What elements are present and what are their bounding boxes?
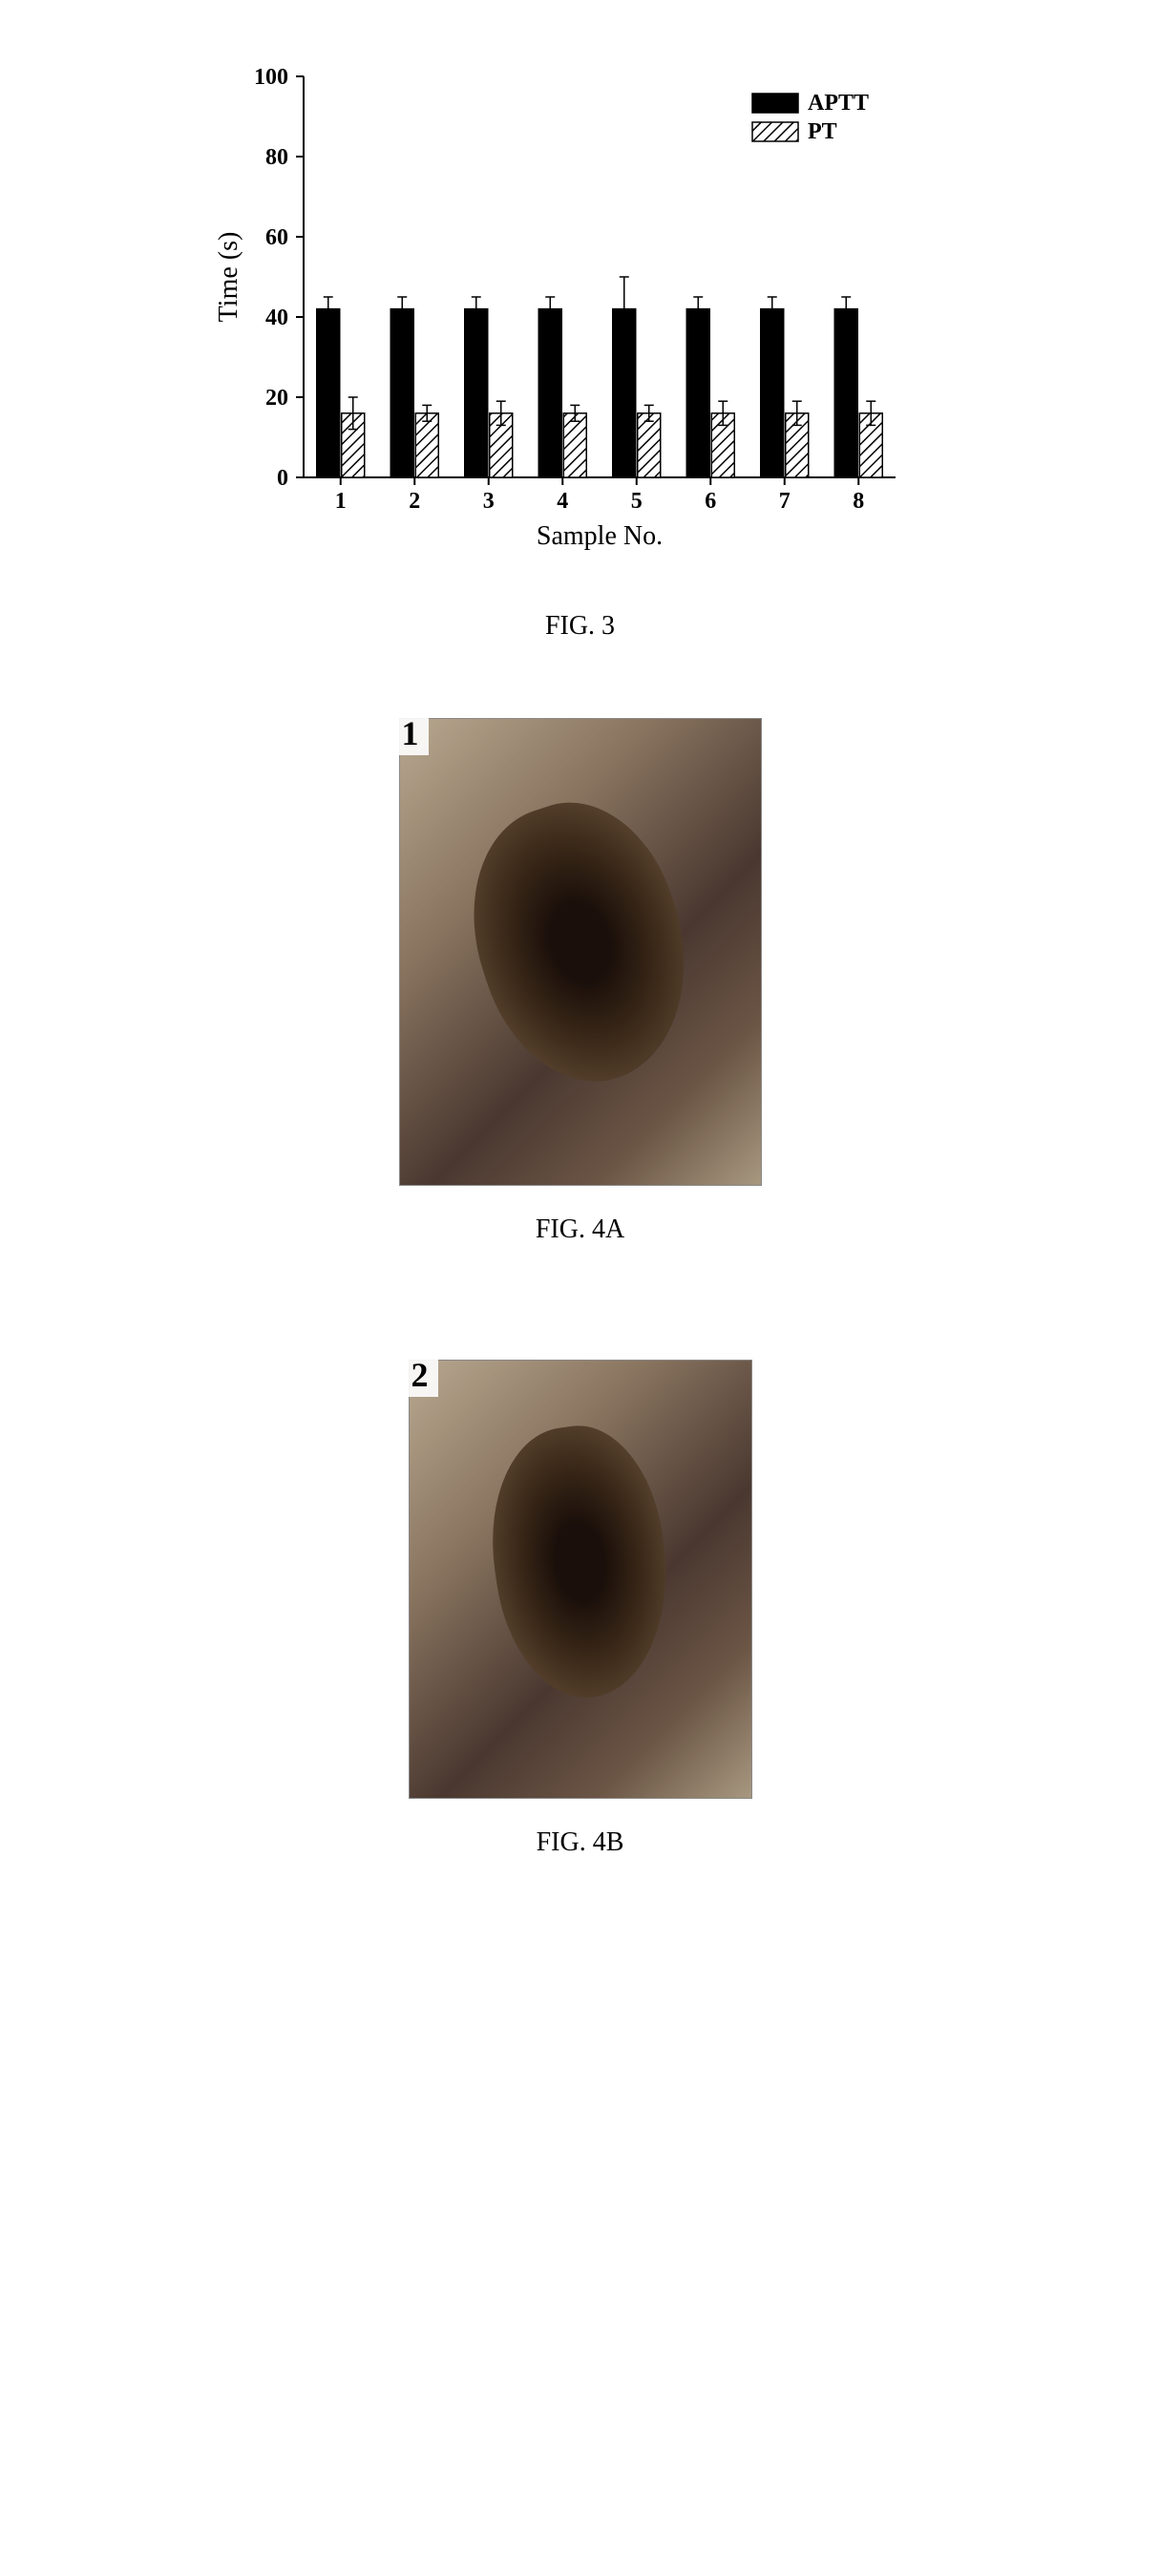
svg-text:Time (s): Time (s) bbox=[214, 232, 243, 323]
svg-text:8: 8 bbox=[853, 489, 864, 514]
photo-4a-number: 1 bbox=[392, 711, 429, 755]
figure-4a-container: 1 FIG. 4A bbox=[0, 718, 1160, 1321]
svg-text:100: 100 bbox=[254, 65, 288, 90]
svg-text:20: 20 bbox=[265, 386, 288, 411]
figure-4b-container: 2 FIG. 4B bbox=[0, 1360, 1160, 1934]
photo-4b: 2 bbox=[409, 1360, 752, 1799]
svg-text:Sample No.: Sample No. bbox=[536, 521, 662, 551]
svg-text:1: 1 bbox=[334, 489, 346, 514]
chart-wrapper: 0 20 40 60 80 100 Time (s) 1 2 3 4 5 6 7 8 Sample No. AP… bbox=[199, 57, 962, 554]
svg-text:60: 60 bbox=[265, 225, 288, 250]
svg-text:40: 40 bbox=[265, 306, 288, 330]
figure-3-container: 0 20 40 60 80 100 Time (s) 1 2 3 4 5 6 7 8 Sample No. AP… bbox=[0, 38, 1160, 718]
figure-4a-caption: FIG. 4A bbox=[536, 1214, 624, 1245]
figure-4b-caption: FIG. 4B bbox=[537, 1827, 624, 1858]
photo-4b-number: 2 bbox=[402, 1353, 438, 1397]
svg-text:0: 0 bbox=[277, 466, 288, 491]
svg-text:6: 6 bbox=[705, 489, 716, 514]
svg-text:3: 3 bbox=[482, 489, 494, 514]
svg-text:2: 2 bbox=[409, 489, 420, 514]
svg-text:4: 4 bbox=[557, 489, 568, 514]
photo-4a: 1 bbox=[399, 718, 762, 1186]
svg-text:APTT: APTT bbox=[808, 91, 869, 116]
svg-text:80: 80 bbox=[265, 145, 288, 170]
figure-3-caption: FIG. 3 bbox=[545, 611, 615, 642]
svg-text:5: 5 bbox=[630, 489, 642, 514]
svg-text:PT: PT bbox=[808, 119, 837, 144]
bar-chart-fig3: 0 20 40 60 80 100 Time (s) 1 2 3 4 5 6 7 8 Sample No. AP… bbox=[199, 57, 962, 554]
svg-text:7: 7 bbox=[778, 489, 790, 514]
